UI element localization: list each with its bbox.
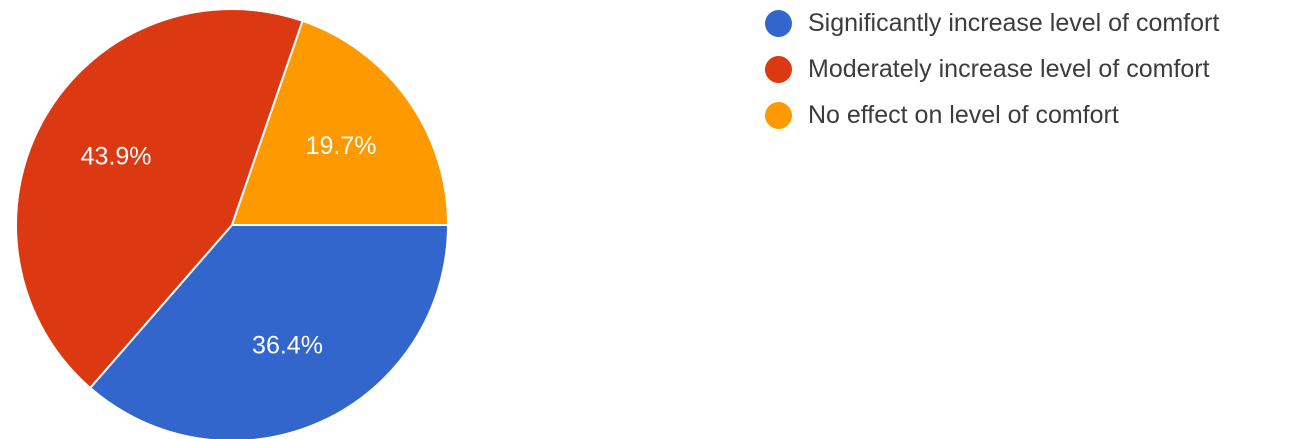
pie-slice-no-effect[interactable] — [230, 19, 450, 226]
pie-slice-label-significantly-increase: 36.4% — [252, 331, 323, 359]
legend-label: No effect on level of comfort — [808, 101, 1119, 129]
legend-swatch-blue-icon — [765, 10, 792, 37]
chart-legend: Significantly increase level of comfort … — [765, 7, 1219, 145]
pie-slice-label-moderately-increase: 43.9% — [81, 143, 152, 171]
legend-item-moderately-increase[interactable]: Moderately increase level of comfort — [765, 53, 1219, 86]
pie-slice-significantly-increase[interactable] — [88, 224, 450, 439]
legend-item-significantly-increase[interactable]: Significantly increase level of comfort — [765, 7, 1219, 40]
legend-swatch-orange-icon — [765, 102, 792, 129]
legend-label: Significantly increase level of comfort — [808, 9, 1220, 37]
legend-label: Moderately increase level of comfort — [808, 55, 1210, 83]
pie-chart-svg: 36.4% 43.9% 19.7% — [15, 8, 450, 439]
pie-slice-labels: 36.4% 43.9% 19.7% — [81, 132, 377, 360]
pie-slice-moderately-increase[interactable] — [15, 8, 304, 390]
pie-slice-label-no-effect: 19.7% — [306, 132, 377, 160]
pie-slices — [15, 8, 450, 439]
legend-swatch-red-icon — [765, 56, 792, 83]
legend-item-no-effect[interactable]: No effect on level of comfort — [765, 99, 1219, 132]
